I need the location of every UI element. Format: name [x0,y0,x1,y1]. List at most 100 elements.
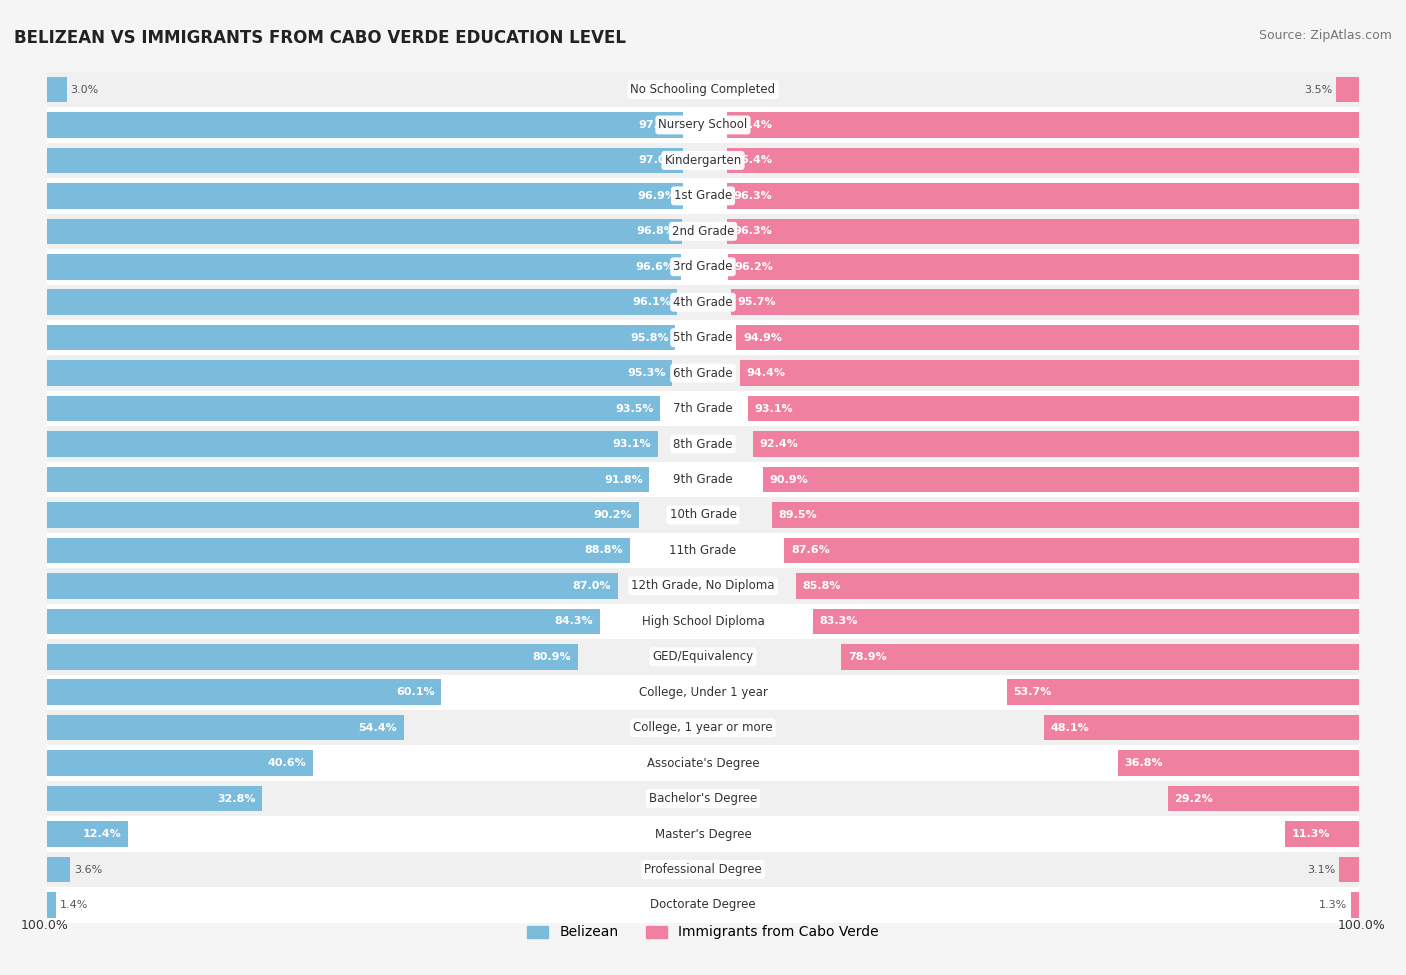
Text: 83.3%: 83.3% [820,616,858,626]
Bar [46,142,1360,178]
Text: 3.5%: 3.5% [1305,85,1333,95]
Bar [46,786,262,811]
Bar [46,639,1360,675]
Bar [1336,77,1360,102]
Bar [46,183,683,209]
Bar [46,320,1360,356]
Text: No Schooling Completed: No Schooling Completed [630,83,776,96]
Bar [46,532,1360,568]
Bar [46,426,1360,462]
Text: 53.7%: 53.7% [1014,687,1052,697]
Text: 94.9%: 94.9% [742,332,782,342]
Bar [46,218,682,244]
Bar [46,467,650,492]
Text: 10th Grade: 10th Grade [669,509,737,522]
Text: 9th Grade: 9th Grade [673,473,733,486]
Bar [752,431,1360,457]
Text: 12.4%: 12.4% [83,829,122,839]
Text: Professional Degree: Professional Degree [644,863,762,876]
Text: Bachelor's Degree: Bachelor's Degree [650,792,756,805]
Bar [46,497,1360,532]
Bar [46,396,661,421]
Text: 8th Grade: 8th Grade [673,438,733,450]
Bar [46,568,1360,604]
Bar [46,147,683,174]
Text: 87.0%: 87.0% [572,581,612,591]
Text: 1.3%: 1.3% [1319,900,1347,910]
Text: 96.4%: 96.4% [733,120,772,130]
Bar [46,77,66,102]
Text: 93.5%: 93.5% [616,404,654,413]
Text: 80.9%: 80.9% [533,652,571,662]
Bar [46,537,630,564]
Text: 7th Grade: 7th Grade [673,402,733,415]
Text: Master's Degree: Master's Degree [655,828,751,840]
Text: 4th Grade: 4th Grade [673,295,733,309]
Bar [737,325,1360,350]
Bar [46,751,314,776]
Text: 40.6%: 40.6% [269,759,307,768]
Text: 97.0%: 97.0% [638,155,676,166]
Bar [46,680,441,705]
Text: GED/Equivalency: GED/Equivalency [652,650,754,663]
Bar [46,608,600,634]
Bar [796,573,1360,599]
Text: 3rd Grade: 3rd Grade [673,260,733,273]
Bar [772,502,1360,527]
Text: 96.1%: 96.1% [631,297,671,307]
Text: 95.7%: 95.7% [738,297,776,307]
Bar [813,608,1360,634]
Text: 2nd Grade: 2nd Grade [672,225,734,238]
Text: 96.2%: 96.2% [734,262,773,272]
Bar [46,178,1360,214]
Bar [1339,857,1360,882]
Text: 78.9%: 78.9% [848,652,887,662]
Bar [46,604,1360,639]
Text: Nursery School: Nursery School [658,119,748,132]
Text: 97.0%: 97.0% [638,120,676,130]
Bar [727,147,1360,174]
Bar [762,467,1360,492]
Text: 3.6%: 3.6% [73,865,103,875]
Bar [748,396,1360,421]
Bar [46,857,70,882]
Text: 96.3%: 96.3% [734,226,772,236]
Bar [740,361,1360,386]
Text: 6th Grade: 6th Grade [673,367,733,379]
Bar [46,290,678,315]
Text: 92.4%: 92.4% [759,439,799,449]
Bar [1351,892,1360,917]
Text: 88.8%: 88.8% [585,545,623,556]
Bar [46,249,1360,285]
Text: 54.4%: 54.4% [359,722,398,732]
Text: 5th Grade: 5th Grade [673,332,733,344]
Bar [727,112,1360,137]
Text: 96.3%: 96.3% [734,191,772,201]
Bar [46,821,128,847]
Text: 100.0%: 100.0% [21,919,69,932]
Bar [727,218,1360,244]
Text: BELIZEAN VS IMMIGRANTS FROM CABO VERDE EDUCATION LEVEL: BELIZEAN VS IMMIGRANTS FROM CABO VERDE E… [14,29,626,47]
Text: Kindergarten: Kindergarten [665,154,741,167]
Bar [1007,680,1360,705]
Text: High School Diploma: High School Diploma [641,615,765,628]
Text: Doctorate Degree: Doctorate Degree [650,899,756,912]
Text: 3.1%: 3.1% [1308,865,1336,875]
Text: 95.3%: 95.3% [627,369,665,378]
Bar [46,214,1360,249]
Bar [46,892,56,917]
Text: 89.5%: 89.5% [779,510,817,520]
Bar [46,781,1360,816]
Bar [46,644,578,670]
Text: 84.3%: 84.3% [555,616,593,626]
Text: 91.8%: 91.8% [605,475,643,485]
Text: 96.8%: 96.8% [637,226,675,236]
Text: 36.8%: 36.8% [1125,759,1163,768]
Text: Source: ZipAtlas.com: Source: ZipAtlas.com [1258,29,1392,42]
Text: 85.8%: 85.8% [803,581,841,591]
Bar [46,852,1360,887]
Bar [46,112,683,137]
Bar [727,183,1360,209]
Text: 87.6%: 87.6% [792,545,830,556]
Text: College, Under 1 year: College, Under 1 year [638,685,768,699]
